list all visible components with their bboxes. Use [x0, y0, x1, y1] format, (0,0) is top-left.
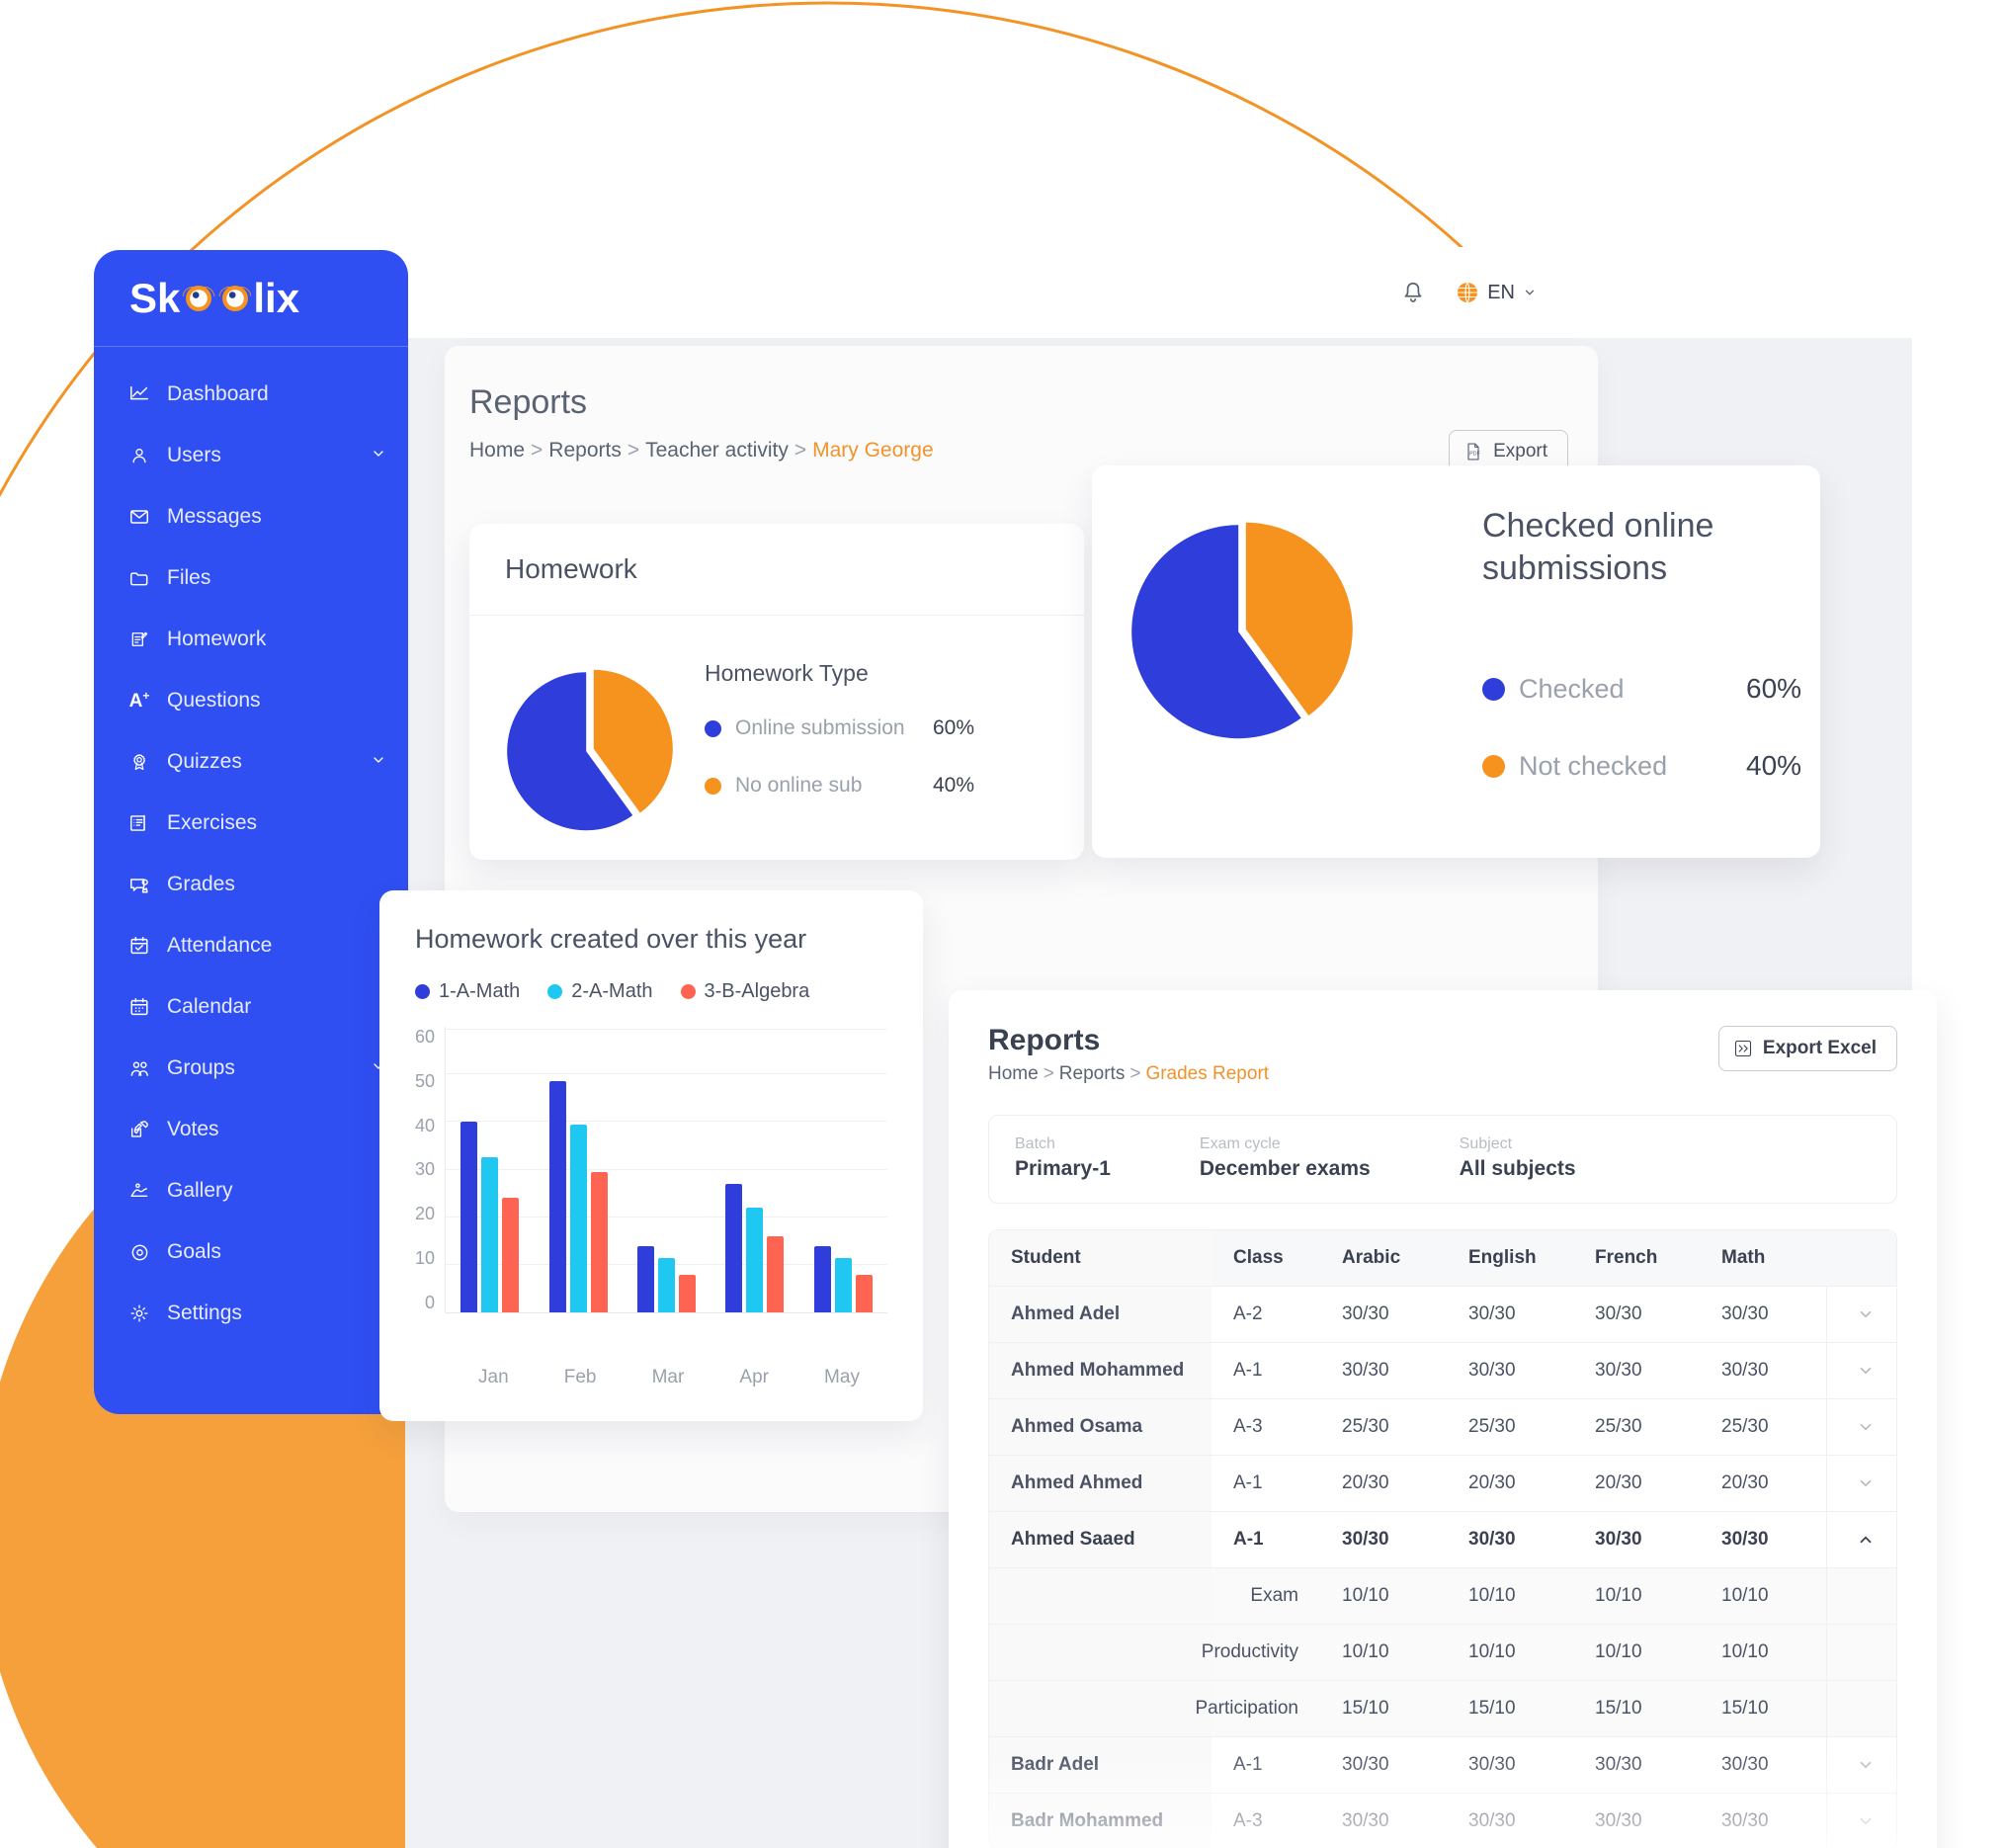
svg-text:PDF: PDF [1469, 451, 1481, 457]
